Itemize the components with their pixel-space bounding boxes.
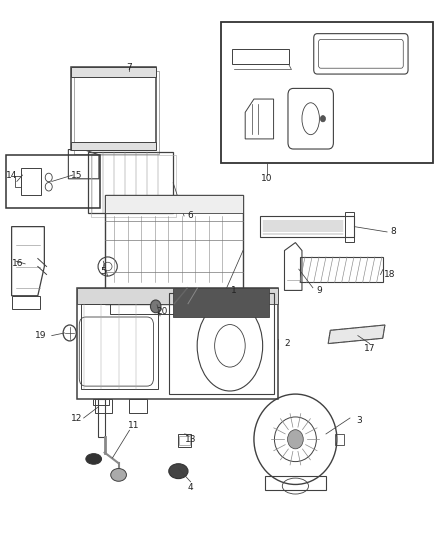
- Text: 11: 11: [128, 422, 140, 431]
- Bar: [179, 436, 190, 445]
- Text: 8: 8: [391, 228, 396, 237]
- Bar: [14, 176, 21, 187]
- Bar: [12, 296, 40, 309]
- Bar: [91, 156, 176, 216]
- Bar: [345, 212, 354, 241]
- Bar: [335, 434, 344, 445]
- Text: 19: 19: [35, 331, 46, 340]
- Bar: [221, 22, 433, 163]
- Bar: [71, 67, 155, 77]
- Text: 5: 5: [100, 268, 106, 276]
- Text: 17: 17: [364, 344, 375, 353]
- Text: 10: 10: [261, 174, 273, 183]
- Text: 16: 16: [11, 260, 23, 268]
- Bar: [265, 477, 326, 490]
- Ellipse shape: [150, 300, 161, 313]
- Bar: [88, 152, 173, 213]
- Text: 4: 4: [188, 482, 194, 491]
- Bar: [177, 434, 191, 447]
- Text: 3: 3: [356, 416, 362, 425]
- Bar: [232, 49, 289, 64]
- Ellipse shape: [288, 430, 303, 449]
- Text: 18: 18: [384, 270, 395, 279]
- Bar: [71, 142, 155, 150]
- Text: 1: 1: [231, 286, 237, 295]
- Bar: [77, 288, 278, 399]
- Bar: [93, 399, 109, 405]
- Bar: [300, 257, 383, 282]
- Text: 6: 6: [188, 212, 194, 221]
- Text: 2: 2: [284, 339, 290, 348]
- Ellipse shape: [111, 469, 127, 481]
- Text: 14: 14: [6, 171, 17, 180]
- Bar: [71, 67, 155, 150]
- Bar: [98, 399, 105, 437]
- Bar: [173, 288, 269, 317]
- Polygon shape: [328, 325, 385, 344]
- Ellipse shape: [169, 464, 188, 479]
- Text: 13: 13: [185, 435, 196, 444]
- Bar: [21, 168, 41, 195]
- Bar: [110, 303, 239, 314]
- Bar: [74, 71, 159, 154]
- Ellipse shape: [86, 454, 102, 464]
- Bar: [130, 399, 147, 413]
- Bar: [81, 304, 158, 389]
- Bar: [169, 293, 274, 394]
- Ellipse shape: [320, 116, 325, 122]
- Text: 15: 15: [71, 171, 83, 180]
- Text: 12: 12: [71, 414, 83, 423]
- Text: 20: 20: [156, 307, 168, 316]
- Bar: [6, 155, 100, 208]
- Text: 9: 9: [317, 286, 322, 295]
- Bar: [261, 216, 354, 237]
- Bar: [106, 195, 243, 304]
- Text: 7: 7: [127, 63, 132, 71]
- Bar: [77, 288, 278, 304]
- Bar: [95, 399, 112, 413]
- Bar: [106, 195, 243, 213]
